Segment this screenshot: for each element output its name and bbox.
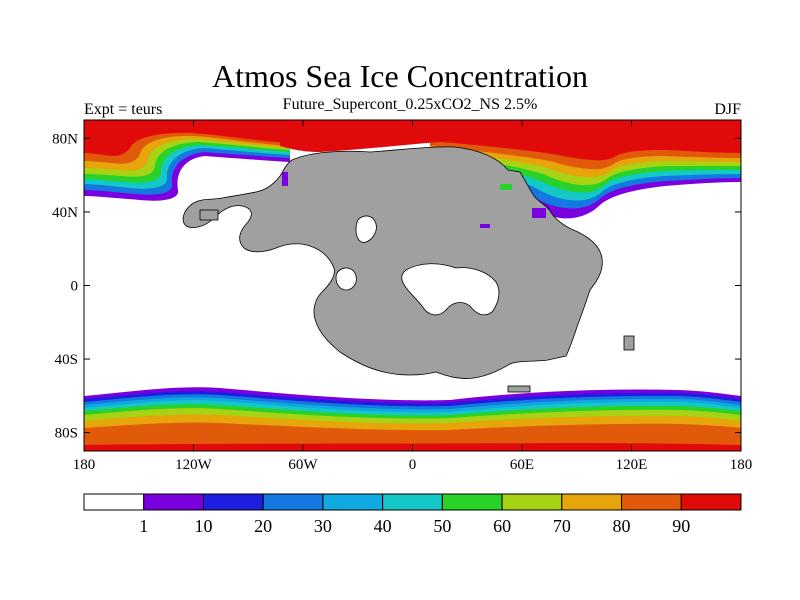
supercontinent-land (182, 146, 603, 379)
y-tick-label: 40N (52, 205, 78, 221)
equatorial-sea (401, 263, 500, 316)
colorbar-label: 10 (194, 516, 212, 536)
colorbar-swatch (680, 493, 742, 511)
islands (199, 209, 635, 393)
x-tick-label: 0 (409, 457, 417, 473)
nh-polar-cap (280, 120, 440, 152)
x-tick-label: 180 (730, 457, 753, 473)
x-tick-label: 180 (73, 457, 96, 473)
colorbar-swatch (621, 493, 682, 511)
axis-ticks: 180 120W 60W 0 60E 120E 180 80N 40N 0 40S 80S (52, 120, 752, 473)
colorbar-label: 80 (613, 516, 631, 536)
colorbar-swatch (382, 493, 443, 511)
colorbar-label: 40 (374, 516, 392, 536)
colorbar-swatch (441, 493, 503, 511)
y-tick-label: 40S (55, 352, 78, 368)
colorbar-label: 70 (553, 516, 571, 536)
colorbar-label: 20 (254, 516, 272, 536)
small-bay (335, 267, 357, 291)
colorbar-label: 1 (139, 516, 148, 536)
colorbar-swatch (322, 493, 384, 511)
western-inland-lake (355, 215, 377, 243)
coastal-ice-patches (282, 172, 546, 228)
colorbar-label: 90 (672, 516, 690, 536)
y-tick-label: 80N (52, 131, 78, 147)
nh-left-band-8 (84, 120, 290, 156)
y-tick-label: 0 (71, 279, 79, 295)
colorbar-label: 60 (493, 516, 511, 536)
southern-ice-bands (84, 387, 741, 451)
colorbar-swatch (202, 493, 264, 511)
x-tick-label: 60W (288, 457, 318, 473)
y-tick-label: 80S (55, 426, 78, 442)
map-field (84, 120, 741, 451)
colorbar-swatch (262, 493, 324, 511)
x-tick-label: 120E (616, 457, 648, 473)
map-title: Atmos Sea Ice Concentration (212, 58, 588, 94)
northern-ice-bands (84, 120, 741, 219)
colorbar-label: 50 (433, 516, 451, 536)
x-tick-label: 60E (510, 457, 534, 473)
colorbar-swatch (83, 493, 145, 511)
colorbar-swatch (561, 493, 623, 511)
season-label: DJF (714, 101, 741, 118)
x-tick-label: 120W (175, 457, 213, 473)
colorbar-label: 30 (314, 516, 332, 536)
experiment-label: Expt = teurs (84, 101, 163, 118)
map-subtitle: Future_Supercont_0.25xCO2_NS 2.5% (282, 96, 538, 113)
colorbar: 1 10 20 30 40 50 60 70 80 90 (83, 493, 742, 536)
nh-right-band-8 (430, 120, 741, 161)
colorbar-swatch (501, 493, 563, 511)
colorbar-swatch (143, 493, 204, 511)
